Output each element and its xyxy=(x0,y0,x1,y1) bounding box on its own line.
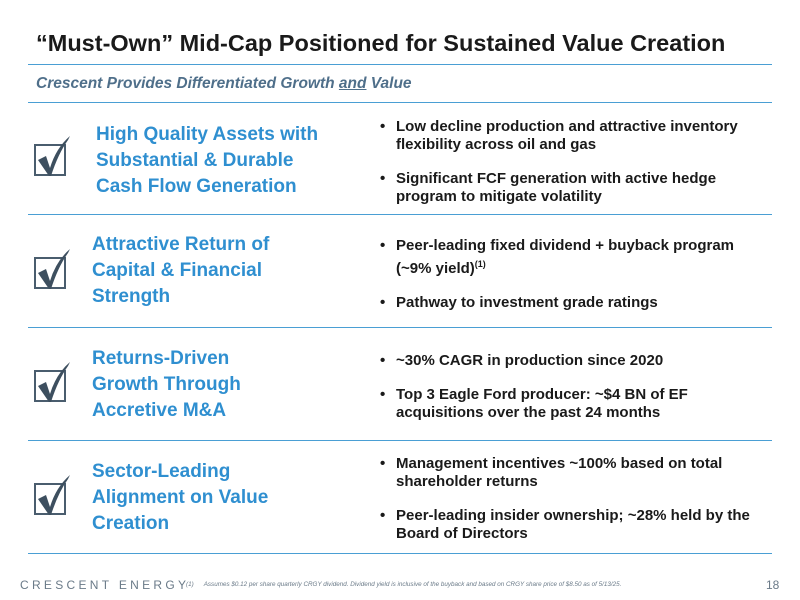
row-divider xyxy=(28,440,772,441)
row-divider xyxy=(28,214,772,215)
pillar-heading: Returns-Driven Growth Through Accretive … xyxy=(92,346,241,424)
heading-line: Sector-Leading xyxy=(92,461,231,482)
title-divider xyxy=(28,64,772,65)
heading-line: Attractive Return of xyxy=(92,234,270,255)
heading-line: Growth Through xyxy=(92,374,241,395)
subtitle-text-before: Crescent Provides Differentiated Growth xyxy=(36,75,339,92)
bullet-item: Significant FCF generation with active h… xyxy=(380,170,770,206)
bullet-item: Management incentives ~100% based on tot… xyxy=(380,455,770,491)
heading-line: Strength xyxy=(92,286,171,307)
bullet-item: Pathway to investment grade ratings xyxy=(380,294,770,312)
pillar-bullets: Peer-leading fixed dividend + buyback pr… xyxy=(380,237,770,328)
footnote-ref: (1) xyxy=(474,259,486,269)
bullet-item: Peer-leading insider ownership; ~28% hel… xyxy=(380,507,770,543)
footnote-number: (1) xyxy=(186,581,194,588)
heading-line: Returns-Driven xyxy=(92,348,230,369)
pillar-bullets: ~30% CAGR in production since 2020 Top 3… xyxy=(380,352,770,438)
pillar-heading: High Quality Assets with Substantial & D… xyxy=(96,122,318,200)
slide-subtitle: Crescent Provides Differentiated Growth … xyxy=(36,75,412,93)
pillar-bullets: Low decline production and attractive in… xyxy=(380,118,770,222)
row-divider xyxy=(28,327,772,328)
checkbox-checked-icon xyxy=(34,475,70,515)
value-pillar-row: Sector-Leading Alignment on Value Creati… xyxy=(28,441,772,553)
heading-line: Capital & Financial xyxy=(92,260,262,281)
subtitle-text-after: Value xyxy=(366,75,412,92)
value-pillar-row: Attractive Return of Capital & Financial… xyxy=(28,215,772,327)
bullet-item: Peer-leading fixed dividend + buyback pr… xyxy=(380,237,770,278)
checkbox-checked-icon xyxy=(34,362,70,402)
pillar-heading: Sector-Leading Alignment on Value Creati… xyxy=(92,459,268,537)
footnote: (1) Assumes $0.12 per share quarterly CRG… xyxy=(186,581,621,588)
subtitle-emphasis: and xyxy=(338,75,367,92)
bullet-item: ~30% CAGR in production since 2020 xyxy=(380,352,770,370)
footnote-text: Assumes $0.12 per share quarterly CRGY d… xyxy=(203,581,622,588)
subtitle-divider xyxy=(28,102,772,103)
heading-line: Alignment on Value xyxy=(92,487,269,508)
company-wordmark: CRESCENT ENERGY xyxy=(20,578,190,592)
row-divider xyxy=(28,553,772,554)
bullet-item: Top 3 Eagle Ford producer: ~$4 BN of EF … xyxy=(380,386,770,422)
value-pillar-row: High Quality Assets with Substantial & D… xyxy=(28,110,772,214)
bullet-item: Low decline production and attractive in… xyxy=(380,118,770,154)
heading-line: Substantial & Durable xyxy=(96,150,294,171)
value-pillar-row: Returns-Driven Growth Through Accretive … xyxy=(28,328,772,440)
page-number: 18 xyxy=(766,578,780,592)
pillar-bullets: Management incentives ~100% based on tot… xyxy=(380,455,770,559)
heading-line: High Quality Assets with xyxy=(96,124,319,145)
heading-line: Cash Flow Generation xyxy=(96,176,297,197)
checkbox-checked-icon xyxy=(34,249,70,289)
checkbox-checked-icon xyxy=(34,136,70,176)
heading-line: Accretive M&A xyxy=(92,400,227,421)
slide-title: “Must-Own” Mid-Cap Positioned for Sustai… xyxy=(36,30,726,56)
heading-line: Creation xyxy=(92,513,170,534)
pillar-heading: Attractive Return of Capital & Financial… xyxy=(92,232,269,310)
